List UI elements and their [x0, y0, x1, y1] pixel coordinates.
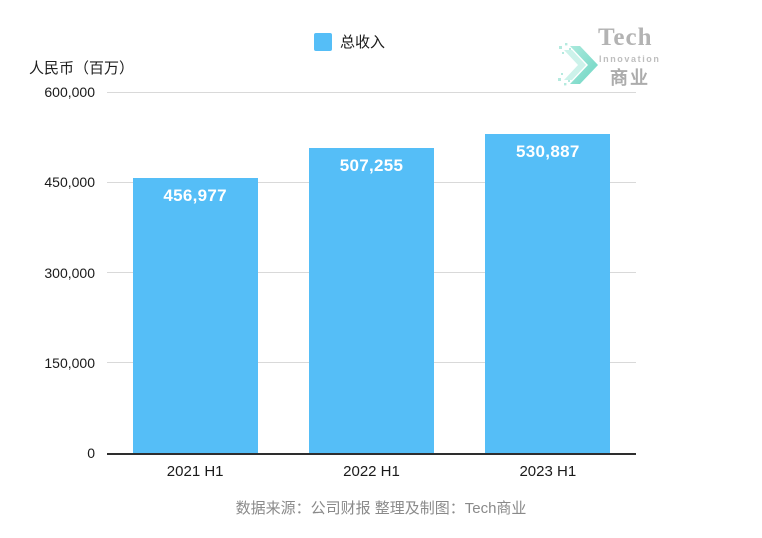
logo-title: Tech — [598, 24, 653, 51]
gridline — [107, 91, 636, 93]
logo-cn-name: 商业 — [610, 68, 650, 88]
x-tick-label: 2023 H1 — [519, 463, 577, 480]
y-tick-label: 600,000 — [44, 84, 95, 100]
y-axis-unit-label: 人民币（百万） — [29, 60, 135, 77]
brand-logo: Tech Innovation 商业 — [558, 20, 668, 88]
bar-value-label: 507,255 — [339, 155, 404, 175]
bar-value-label: 530,887 — [516, 141, 580, 161]
x-tick-label: 2022 H1 — [343, 463, 400, 480]
x-tick-label: 2021 H1 — [166, 463, 224, 480]
bar-2023-h1: 530,887 — [485, 133, 611, 453]
y-tick-label: 300,000 — [44, 264, 95, 281]
legend-swatch — [314, 32, 332, 51]
plot-area: 0 150,000 300,000 450,000 600,000 456,977 2021… — [44, 84, 636, 480]
chevron-right-icon — [558, 43, 598, 86]
bar-value-label: 456,977 — [163, 186, 227, 206]
bar-2022-h1: 507,255 — [309, 147, 434, 453]
source-caption: 数据来源：公司财报 整理及制图：Tech商业 — [235, 500, 527, 517]
chart-legend: 总收入 — [314, 31, 385, 52]
y-tick-label: 0 — [87, 445, 95, 461]
y-tick-label: 150,000 — [44, 354, 95, 371]
logo-subtitle: Innovation — [599, 54, 661, 64]
bar-2021-h1: 456,977 — [132, 178, 258, 453]
legend-label: 总收入 — [340, 34, 386, 51]
y-tick-label: 450,000 — [44, 174, 95, 191]
